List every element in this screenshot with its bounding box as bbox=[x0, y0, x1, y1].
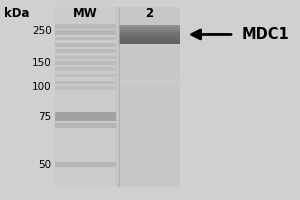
Bar bbox=[55, 86, 116, 90]
Bar bbox=[119, 41, 180, 42]
Bar bbox=[55, 30, 116, 35]
Bar bbox=[119, 40, 180, 41]
Bar bbox=[119, 39, 180, 40]
Bar bbox=[119, 27, 180, 28]
Bar bbox=[55, 49, 116, 53]
Bar bbox=[119, 38, 180, 39]
Bar bbox=[119, 33, 180, 34]
Text: 100: 100 bbox=[32, 82, 52, 92]
Bar bbox=[55, 7, 180, 187]
Text: 250: 250 bbox=[32, 26, 52, 36]
Text: 2: 2 bbox=[145, 7, 153, 20]
Bar bbox=[55, 74, 116, 77]
Text: MDC1: MDC1 bbox=[241, 27, 289, 42]
Text: MW: MW bbox=[73, 7, 98, 20]
Bar bbox=[119, 43, 180, 44]
Bar bbox=[55, 56, 116, 59]
Bar bbox=[55, 67, 116, 71]
Bar bbox=[55, 112, 116, 121]
Bar bbox=[119, 30, 180, 31]
Bar bbox=[55, 123, 116, 128]
Bar bbox=[55, 37, 116, 40]
Bar bbox=[55, 24, 116, 29]
Bar bbox=[119, 29, 180, 30]
Text: kDa: kDa bbox=[4, 7, 29, 20]
Bar bbox=[119, 42, 180, 43]
Bar bbox=[55, 7, 116, 187]
Bar bbox=[119, 31, 180, 32]
Bar bbox=[119, 28, 180, 29]
Bar bbox=[119, 79, 180, 86]
Bar bbox=[55, 81, 116, 84]
Text: 150: 150 bbox=[32, 58, 52, 68]
Bar bbox=[119, 37, 180, 38]
Text: 50: 50 bbox=[39, 160, 52, 170]
Bar bbox=[119, 36, 180, 37]
Bar bbox=[119, 32, 180, 33]
Bar bbox=[119, 35, 180, 36]
Bar bbox=[119, 34, 180, 35]
Bar bbox=[55, 61, 116, 65]
Text: 75: 75 bbox=[38, 112, 52, 122]
Bar bbox=[119, 26, 180, 27]
Bar bbox=[55, 43, 116, 47]
Bar bbox=[119, 25, 180, 26]
Bar bbox=[55, 162, 116, 167]
Bar bbox=[119, 7, 180, 187]
